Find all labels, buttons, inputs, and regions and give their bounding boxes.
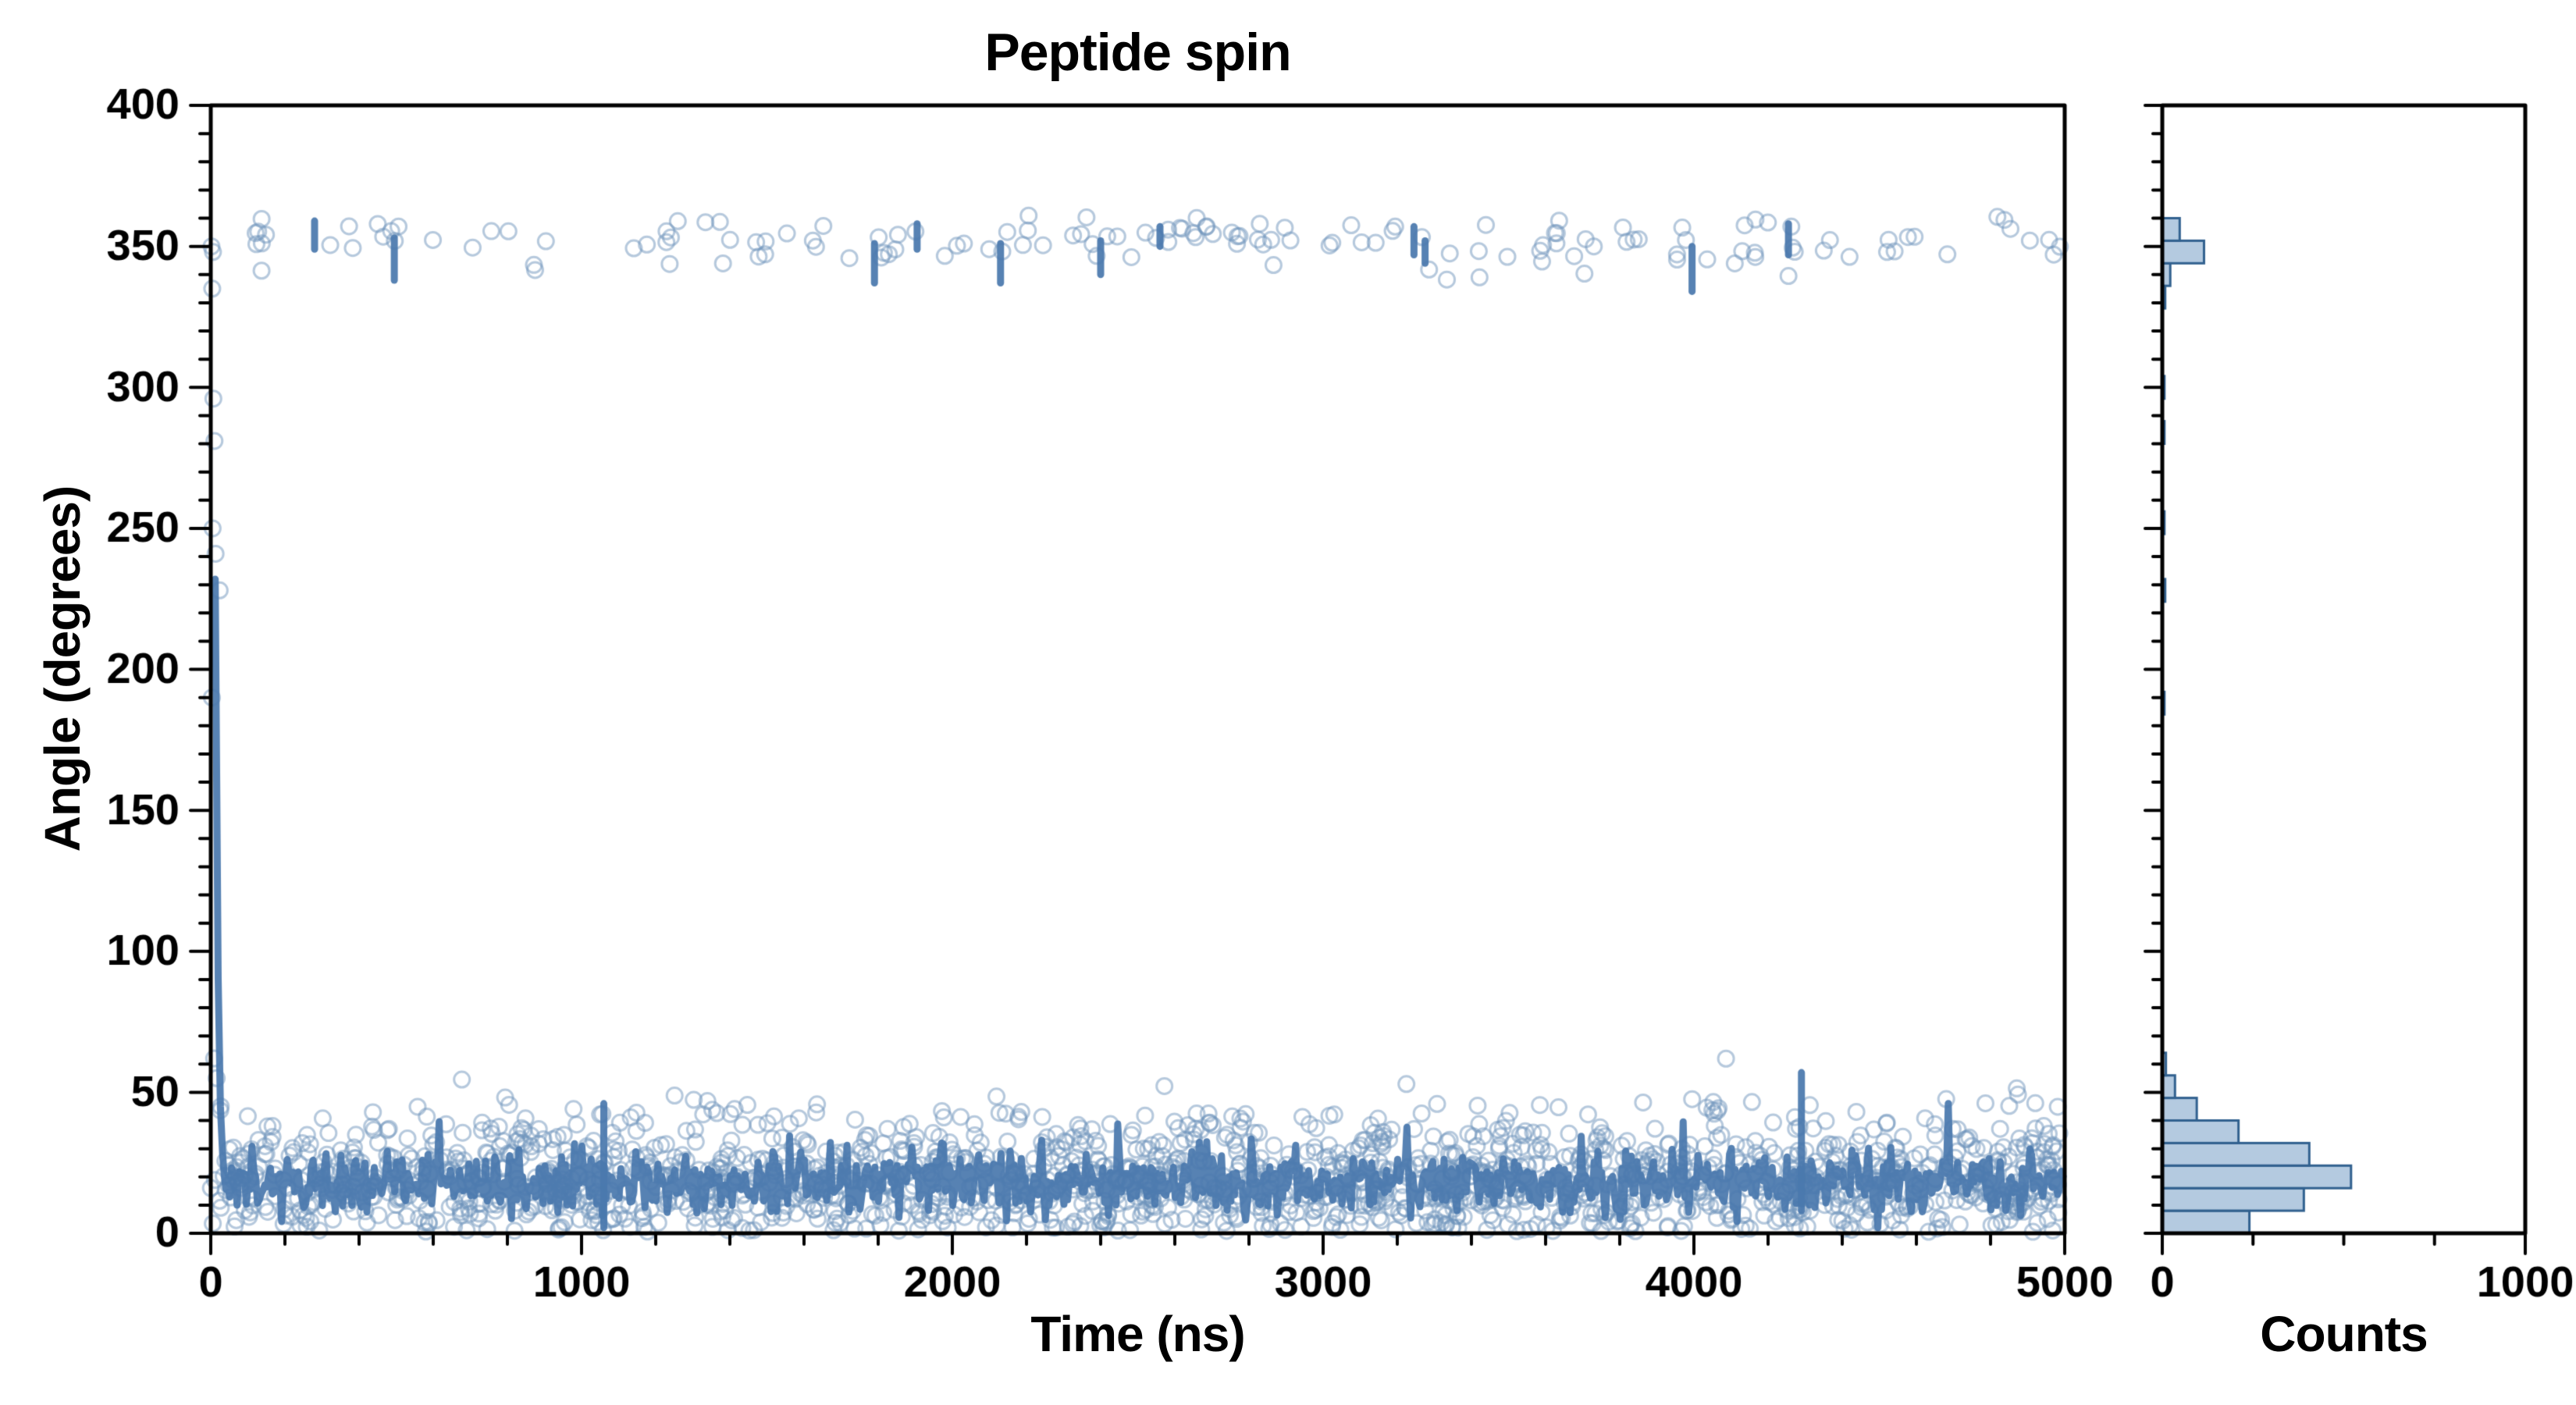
chart-title: Peptide spin — [984, 23, 1291, 82]
hist-x-axis-label: Counts — [2260, 1306, 2428, 1362]
y-axis-label: Angle (degrees) — [34, 486, 91, 852]
x-axis-label: Time (ns) — [1030, 1306, 1245, 1362]
